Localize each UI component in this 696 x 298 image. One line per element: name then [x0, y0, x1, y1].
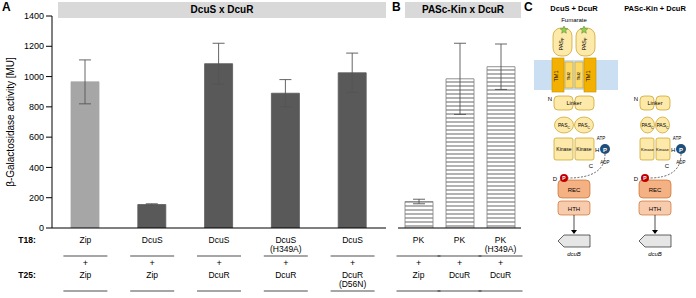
svg-text:Kinase: Kinase	[656, 147, 669, 152]
svg-text:PK: PK	[494, 235, 507, 245]
html-text:B: B	[392, 0, 401, 14]
svg-text:PASC: PASC	[656, 122, 669, 130]
svg-text:PASC: PASC	[641, 122, 654, 130]
svg-text:0: 0	[39, 223, 44, 233]
svg-text:Zip: Zip	[79, 235, 91, 245]
svg-text:PK: PK	[454, 235, 466, 245]
svg-text:400: 400	[29, 163, 44, 173]
html-text:PASc-Kin x DcuR: PASc-Kin x DcuR	[422, 4, 504, 15]
svg-text:DcuS: DcuS	[142, 235, 163, 245]
svg-text:Zip: Zip	[79, 270, 91, 280]
svg-text:HTH: HTH	[568, 206, 580, 212]
svg-text:200: 200	[29, 193, 44, 203]
svg-text:(H349A): (H349A)	[270, 244, 302, 254]
svg-text:TM2: TM2	[576, 71, 581, 80]
svg-text:+: +	[83, 258, 88, 268]
svg-text:ADP: ADP	[600, 160, 609, 165]
svg-text:C: C	[589, 163, 594, 169]
svg-text:1200: 1200	[24, 41, 44, 51]
svg-text:T18:: T18:	[18, 235, 36, 245]
svg-text:PK: PK	[413, 235, 425, 245]
svg-text:+: +	[498, 258, 503, 268]
svg-text:DcuR: DcuR	[208, 270, 229, 280]
svg-text:P: P	[562, 175, 566, 181]
svg-text:N: N	[634, 96, 638, 102]
svg-text:REC: REC	[649, 187, 662, 193]
svg-text:β-Galactosidase activity [MU]: β-Galactosidase activity [MU]	[5, 57, 16, 187]
svg-text:PASC: PASC	[578, 122, 591, 130]
svg-text:TM1: TM1	[585, 71, 591, 82]
svg-text:800: 800	[29, 102, 44, 112]
svg-text:Kinase: Kinase	[641, 147, 654, 152]
svg-text:600: 600	[29, 132, 44, 142]
svg-text:DcuS: DcuS	[342, 235, 363, 245]
svg-text:TM1: TM1	[553, 71, 559, 82]
svg-text:H: H	[595, 147, 599, 153]
svg-text:H: H	[671, 147, 675, 153]
svg-text:Fumarate: Fumarate	[561, 17, 587, 23]
svg-text:HTH: HTH	[649, 206, 661, 212]
svg-text:PASC: PASC	[558, 122, 571, 130]
svg-text:PASP: PASP	[558, 37, 566, 51]
svg-text:ATP: ATP	[597, 136, 605, 141]
svg-text:C: C	[665, 163, 670, 169]
svg-text:P: P	[679, 147, 683, 153]
svg-text:1400: 1400	[24, 11, 44, 21]
svg-text:Zip: Zip	[413, 270, 425, 280]
html-text:DcuS x DcuR: DcuS x DcuR	[190, 4, 254, 15]
svg-text:D: D	[634, 176, 639, 182]
svg-text:+: +	[416, 258, 421, 268]
html-text:C: C	[524, 0, 533, 14]
svg-text:+: +	[216, 258, 221, 268]
svg-text:DcuR: DcuR	[342, 270, 364, 280]
svg-text:PASP: PASP	[581, 37, 589, 51]
svg-text:DcuS + DcuR: DcuS + DcuR	[550, 4, 598, 13]
svg-text:+: +	[283, 258, 288, 268]
svg-text:TM2: TM2	[566, 71, 571, 80]
svg-text:dcuB: dcuB	[567, 251, 581, 257]
svg-text:DcuR: DcuR	[275, 270, 296, 280]
svg-text:DcuS: DcuS	[275, 235, 297, 245]
svg-text:D: D	[553, 176, 558, 182]
svg-text:DcuR: DcuR	[449, 270, 470, 280]
svg-text:+: +	[150, 258, 155, 268]
svg-text:(H349A): (H349A)	[485, 244, 517, 254]
svg-text:P: P	[603, 147, 607, 153]
svg-text:Linker: Linker	[567, 100, 582, 106]
svg-text:Linker: Linker	[648, 100, 663, 106]
svg-text:T25:: T25:	[18, 270, 36, 280]
svg-text:DcuS: DcuS	[209, 235, 230, 245]
svg-text:ADP: ADP	[676, 160, 685, 165]
svg-text:Kinase: Kinase	[556, 146, 572, 152]
svg-text:dcuB: dcuB	[648, 251, 662, 257]
svg-text:REC: REC	[568, 187, 581, 193]
svg-text:Zip: Zip	[146, 270, 158, 280]
svg-text:N: N	[548, 96, 552, 102]
svg-text:+: +	[350, 258, 355, 268]
svg-text:(D56N): (D56N)	[339, 279, 367, 289]
svg-text:PASc-Kin + DcuR: PASc-Kin + DcuR	[624, 4, 686, 13]
html-text:A: A	[2, 0, 11, 14]
svg-text:P: P	[643, 175, 647, 181]
svg-text:Kinase: Kinase	[576, 146, 592, 152]
svg-text:ATP: ATP	[673, 136, 681, 141]
svg-text:1000: 1000	[24, 72, 44, 82]
svg-text:+: +	[457, 258, 462, 268]
svg-text:DcuR: DcuR	[490, 270, 511, 280]
